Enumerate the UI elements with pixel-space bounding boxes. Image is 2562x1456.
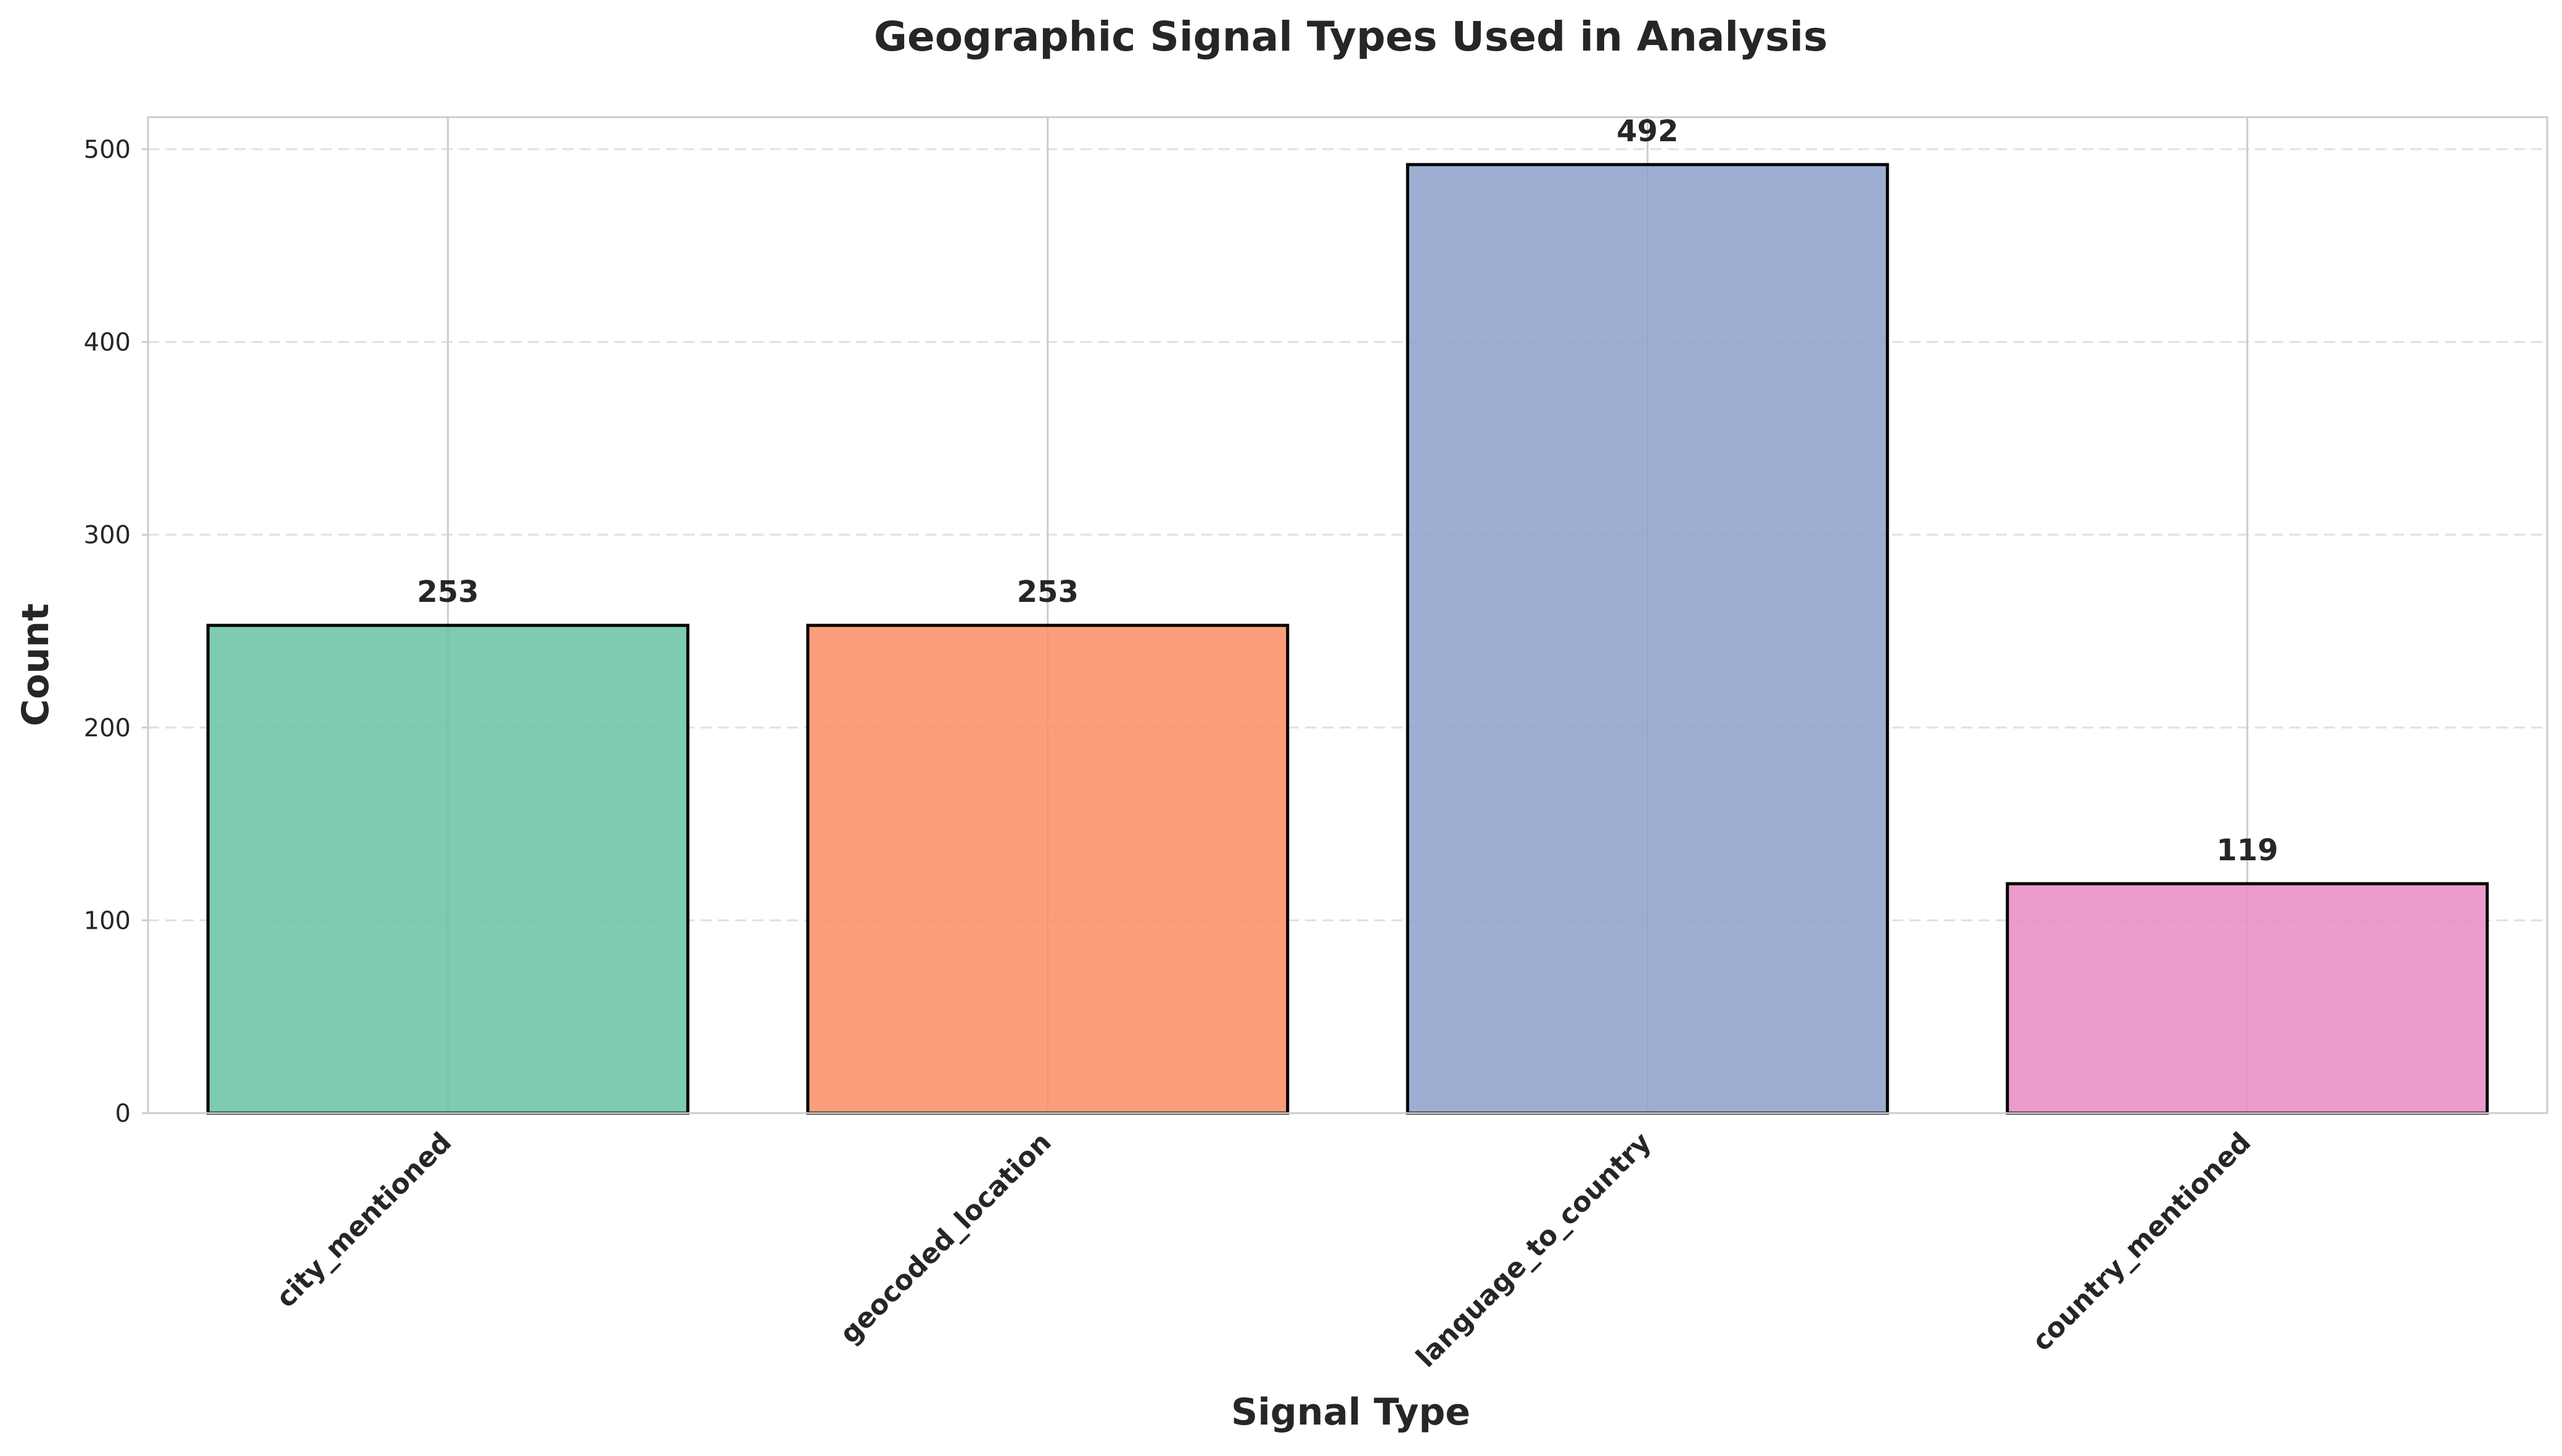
- x-tick-label: country_mentioned: [2026, 1127, 2257, 1357]
- bar-geocoded-location: [806, 623, 1290, 1115]
- x-tick-label: language_to_country: [1410, 1127, 1657, 1374]
- data-label: 253: [1017, 575, 1079, 609]
- x-axis-label: Signal Type: [1231, 1391, 1470, 1434]
- bar-city-mentioned: [206, 623, 690, 1115]
- y-tick-label: 400: [84, 329, 131, 357]
- y-tick-label: 100: [84, 907, 131, 935]
- x-tick-label: city_mentioned: [270, 1127, 458, 1314]
- y-tick-label: 300: [84, 521, 131, 549]
- plot-frame: [147, 116, 2548, 1114]
- chart-title: Geographic Signal Types Used in Analysis: [874, 13, 1827, 60]
- y-tick-label: 200: [84, 714, 131, 742]
- bar-country-mentioned: [2006, 882, 2489, 1115]
- bars: [206, 163, 2489, 1115]
- data-label: 119: [2217, 833, 2278, 868]
- y-tick-label: 500: [84, 136, 131, 164]
- x-tick-label: geocoded_location: [834, 1127, 1057, 1350]
- y-axis-label: Count: [14, 603, 57, 726]
- y-tick-label: 0: [115, 1100, 131, 1128]
- bar-language-to-country: [1406, 163, 1889, 1115]
- data-label: 253: [417, 575, 479, 609]
- data-label: 492: [1617, 114, 1678, 149]
- data-labels: 253 253 492 119: [417, 114, 2278, 868]
